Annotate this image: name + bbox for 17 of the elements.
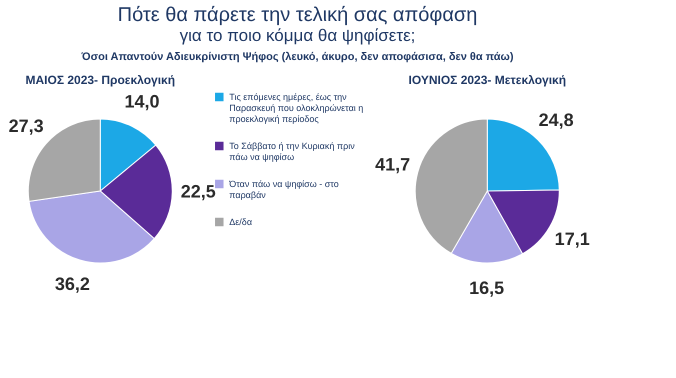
data-label: 22,5 <box>180 182 216 202</box>
legend-label: Τις επόμενες ημέρες, έως την Παρασκευή που ολοκληρώνεται η προεκλογική περίοδος <box>229 92 364 124</box>
legend-label: Όταν πάω να ψηφίσω - στο παραβάν <box>228 179 339 200</box>
data-label: 14,0 <box>124 91 160 112</box>
text: Πότε θα πάρετε την τελική σας απόφαση <box>118 4 478 26</box>
legend-label: Δε/δα <box>229 217 252 227</box>
data-label: 16,5 <box>469 278 504 298</box>
data-label: 24,8 <box>538 110 574 130</box>
chart-title: ΙΟΥΝΙΟΣ 2023- Μετεκλογική <box>408 73 566 87</box>
text: Όσοι Απαντούν Αδιευκρίνιστη Ψήφος (λευκό, άκυρο, δεν αποφάσισα, δεν θα πάω) <box>80 51 514 63</box>
data-label: 36,2 <box>54 274 90 294</box>
legend-label: Το Σάββατο ή την Κυριακή πριν πάω να ψηφίσω <box>229 141 356 162</box>
text: για το ποιο κόμμα θα ψηφίσετε; <box>180 26 416 45</box>
chart-title: ΜΑΙΟΣ 2023- Προεκλογική <box>25 73 176 87</box>
data-label: 41,7 <box>375 154 410 175</box>
data-label: 17,1 <box>554 228 590 249</box>
data-label: 27,3 <box>8 116 44 136</box>
